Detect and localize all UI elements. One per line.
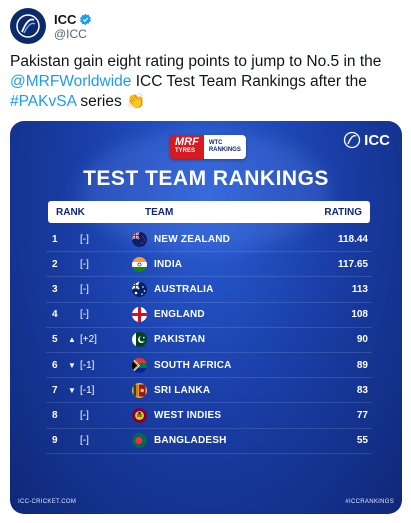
author-handle[interactable]: @ICC — [54, 26, 87, 41]
bangladesh-flag-icon — [132, 433, 147, 449]
sponsor-wtc-line1: WTC — [208, 140, 223, 146]
icc-swoosh-icon — [344, 131, 361, 149]
team-rating: 83 — [356, 384, 368, 396]
table-row: 8 [-] WEST INDIES 77 — [46, 403, 372, 429]
rank-movement: ▼ [-1] — [68, 385, 112, 396]
movement-value: [-] — [80, 409, 89, 421]
tweet-text-part3: series — [76, 93, 127, 110]
team-rating: 108 — [351, 309, 368, 321]
team-rating: 89 — [356, 359, 368, 371]
team-name: ENGLAND — [154, 309, 205, 321]
table-row: 3 [-] AUSTRALIA 113 — [46, 277, 372, 303]
table-row: 2 [-] INDIA 117.65 — [46, 252, 372, 278]
team-rating: 77 — [356, 409, 368, 421]
south-africa-flag-icon — [132, 357, 147, 373]
rank-position: 7 — [52, 384, 58, 396]
rank-movement: [-] — [68, 234, 112, 245]
table-row: 9 [-] BANGLADESH 55 — [46, 429, 372, 454]
mention-link[interactable]: @MRFWorldwide — [10, 73, 132, 90]
movement-arrow-icon: ▼ — [68, 385, 76, 395]
team-name: BANGLADESH — [154, 435, 227, 447]
rank-movement: [-] — [68, 284, 112, 295]
rankings-table: 1 [-] NEW ZEALAND 118.44 2 [-] INDIA 117.65 3 [-]… — [46, 227, 372, 454]
team-name: NEW ZEALAND — [154, 233, 231, 245]
movement-arrow-icon: ▲ — [68, 335, 76, 345]
sponsor-wtc-line2: RANKINGS — [208, 147, 241, 153]
sponsor-mrf: MRF TYRES — [170, 135, 204, 159]
clapping-hands-emoji: 👏 — [126, 93, 146, 110]
header-team: TEAM — [145, 206, 174, 218]
footer-website: ICC-CRICKET.COM — [18, 499, 77, 505]
new-zealand-flag-icon — [132, 231, 147, 247]
rank-movement: [-] — [68, 309, 112, 320]
avatar[interactable] — [10, 8, 46, 44]
england-flag-icon — [132, 307, 147, 323]
sponsor-brand: MRF — [175, 136, 199, 148]
team-name: AUSTRALIA — [154, 283, 214, 295]
sponsor-badge: MRF TYRES WTC RANKINGS — [170, 135, 246, 159]
india-flag-icon — [132, 256, 147, 272]
user-block: ICC @ICC — [54, 12, 92, 41]
movement-value: [-] — [80, 309, 89, 321]
team-rating: 113 — [351, 283, 368, 295]
rankings-image-card[interactable]: MRF TYRES WTC RANKINGS ICC TEST TEAM RAN… — [10, 121, 402, 514]
team-rating: 90 — [356, 334, 368, 346]
author-name[interactable]: ICC — [54, 11, 77, 27]
movement-value: [+2] — [80, 334, 97, 346]
movement-value: [-] — [80, 435, 89, 447]
team-rating: 117.65 — [337, 258, 368, 270]
rank-position: 4 — [52, 309, 58, 321]
rank-position: 5 — [52, 334, 58, 346]
table-header: RANK TEAM RATING — [48, 201, 370, 223]
movement-value: [-] — [80, 283, 89, 295]
table-row: 1 [-] NEW ZEALAND 118.44 — [46, 227, 372, 253]
rank-movement: ▼ [-1] — [68, 360, 112, 371]
movement-value: [-] — [80, 258, 89, 270]
header-rank: RANK — [56, 206, 85, 218]
rank-position: 6 — [52, 359, 58, 371]
movement-value: [-] — [80, 233, 89, 245]
sri-lanka-flag-icon — [132, 382, 147, 398]
icc-logo-icon — [16, 14, 40, 38]
pakistan-flag-icon — [132, 332, 147, 348]
table-row: 5 ▲ [+2] PAKISTAN 90 — [46, 328, 372, 353]
sponsor-wtc: WTC RANKINGS — [203, 135, 246, 159]
rank-position: 8 — [52, 409, 58, 421]
team-name: WEST INDIES — [154, 409, 222, 421]
footer-hashtag: #ICCRANKINGS — [345, 499, 394, 505]
table-row: 4 [-] ENGLAND 108 — [46, 303, 372, 328]
rank-movement: [-] — [68, 259, 112, 270]
australia-flag-icon — [132, 281, 147, 297]
tweet-header: ICC @ICC — [10, 6, 92, 46]
team-name: SRI LANKA — [154, 384, 211, 396]
rank-position: 2 — [52, 258, 58, 270]
team-name: PAKISTAN — [154, 334, 206, 346]
rank-movement: ▲ [+2] — [68, 334, 112, 345]
movement-value: [-1] — [80, 359, 95, 371]
rank-movement: [-] — [68, 410, 112, 421]
rank-movement: [-] — [68, 435, 112, 446]
icc-logo-text: ICC — [364, 131, 390, 149]
sponsor-sub: TYRES — [175, 148, 196, 154]
team-rating: 55 — [356, 435, 368, 447]
movement-arrow-icon: ▼ — [68, 360, 76, 370]
west-indies-flag-icon — [132, 407, 147, 423]
tweet-text-part1: Pakistan gain eight rating points to jum… — [10, 53, 382, 70]
table-row: 7 ▼ [-1] SRI LANKA 83 — [46, 378, 372, 404]
tweet-text-part2: ICC Test Team Rankings after the — [131, 73, 367, 90]
rank-position: 3 — [52, 283, 58, 295]
table-row: 6 ▼ [-1] SOUTH AFRICA 89 — [46, 353, 372, 379]
team-name: SOUTH AFRICA — [154, 359, 232, 371]
movement-value: [-1] — [80, 384, 95, 396]
rank-position: 9 — [52, 435, 58, 447]
card-title: TEST TEAM RANKINGS — [83, 167, 329, 190]
hashtag-link[interactable]: #PAKvSA — [10, 93, 77, 110]
tweet-text: Pakistan gain eight rating points to jum… — [10, 52, 403, 112]
header-rating: RATING — [324, 206, 362, 218]
team-name: INDIA — [154, 258, 183, 270]
rank-position: 1 — [52, 233, 58, 245]
icc-card-logo: ICC — [343, 131, 390, 149]
team-rating: 118.44 — [337, 233, 368, 245]
verified-badge-icon — [80, 13, 92, 25]
